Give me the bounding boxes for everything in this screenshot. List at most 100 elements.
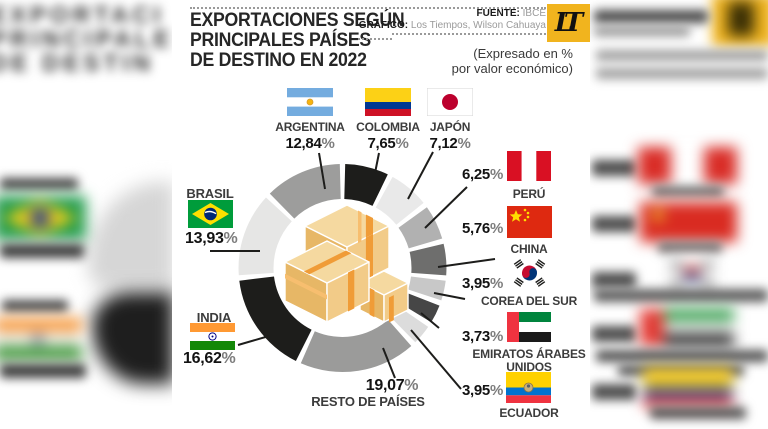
bg-blurred-text — [594, 289, 768, 302]
flag-india — [190, 323, 235, 350]
label-emiratos-line1: EMIRATOS ÁRABES — [472, 347, 586, 361]
percent-emiratos: 3,73% — [461, 328, 503, 345]
credit-label: GRÁFICO: — [358, 20, 409, 31]
title-line-2: PRINCIPALES PAÍSES — [190, 30, 371, 51]
bg-flag-ecuador-blurred — [643, 368, 733, 407]
label-colombia: COLOMBIA — [356, 120, 420, 134]
bg-blurred-percent — [592, 272, 636, 288]
credit-value: Los Tiempos, Wilson Cahuaya — [410, 20, 546, 31]
percent-china: 5,76% — [461, 220, 503, 237]
note-line-1: (Expresado en % — [473, 46, 573, 61]
flag-argentina — [287, 88, 333, 116]
dotted-rule-stub — [358, 38, 392, 40]
source-value: IBCE — [522, 8, 546, 19]
donut-slice-ecuador — [390, 307, 429, 343]
leader-line-corea — [433, 292, 466, 300]
donut-slice-jap-n — [375, 176, 424, 225]
label-brasil: BRASIL — [186, 186, 234, 201]
title-line-1: EXPORTACIONES SEGÚN — [190, 10, 405, 31]
flag-brazil — [188, 200, 233, 228]
dotted-rule-mid — [392, 33, 546, 35]
donut-slice-resto-de-pa-ses — [300, 319, 412, 373]
source-line: FUENTE: IBCE — [359, 8, 546, 20]
percent-sign: % — [404, 377, 419, 394]
bg-blurred-text — [594, 27, 690, 36]
leader-line-peru — [424, 186, 468, 229]
percent-sign: % — [489, 166, 503, 183]
bg-blurred-text — [652, 186, 724, 197]
page-title: EXPORTACIONES SEGÚN PRINCIPALES PAÍSES D… — [190, 10, 405, 71]
bg-blurred-text — [0, 178, 78, 190]
label-ecuador: ECUADOR — [499, 406, 559, 420]
percent-resto: 19,07% — [365, 377, 419, 394]
bg-blurred-percent — [592, 216, 636, 232]
credit-line: GRÁFICO: Los Tiempos, Wilson Cahuaya — [359, 20, 546, 32]
leader-line-japon — [407, 151, 434, 200]
bg-blurred-text — [594, 10, 708, 23]
percent-sign: % — [321, 135, 335, 152]
donut-slice-argentina — [269, 164, 341, 219]
donut-slice-china — [409, 243, 447, 276]
percent-sign: % — [395, 135, 409, 152]
percent-japon: 7,12% — [429, 135, 471, 152]
donut-slice-colombia — [344, 164, 388, 206]
leader-line-china — [437, 258, 496, 268]
percent-corea: 3,95% — [461, 275, 503, 292]
bg-flag-china-blurred — [640, 202, 737, 242]
leader-line-resto — [382, 347, 396, 379]
label-japon: JAPÓN — [429, 120, 471, 134]
newspaper-logo: LT — [547, 4, 590, 42]
percent-sign: % — [221, 350, 236, 367]
label-china: CHINA — [510, 242, 548, 256]
bg-flag-india-blurred — [0, 318, 82, 360]
percent-sign: % — [489, 275, 503, 292]
label-india: INDIA — [196, 310, 232, 325]
percent-sign: % — [489, 220, 503, 237]
bg-flag-peru-blurred — [638, 147, 737, 184]
dotted-rule-top — [190, 7, 546, 9]
flag-uae — [507, 312, 551, 342]
bg-blurred-logo-ink — [728, 2, 754, 36]
source-label: FUENTE: — [476, 8, 520, 19]
flag-china — [507, 206, 552, 238]
flag-peru — [507, 151, 551, 181]
percent-colombia: 7,65% — [367, 135, 409, 152]
flag-ecuador — [506, 372, 551, 403]
percent-argentina: 12,84% — [285, 135, 335, 152]
bg-flag-brazil-blurred — [0, 196, 86, 240]
bg-blurred-percent — [592, 160, 636, 176]
leader-line-emiratos — [420, 312, 440, 329]
chart-note: (Expresado en % por valor económico) — [452, 46, 573, 76]
percent-india: 16,62% — [183, 350, 236, 367]
percent-sign: % — [489, 328, 503, 345]
credits-block: FUENTE: IBCE GRÁFICO: Los Tiempos, Wilso… — [359, 8, 546, 32]
title-line-3: DE DESTINO EN 2022 — [190, 50, 367, 71]
donut-slice-india — [239, 276, 312, 361]
bg-blurred-text — [0, 364, 86, 378]
percent-sign: % — [457, 135, 471, 152]
bg-blurred-text — [596, 68, 768, 79]
leader-line-colombia — [374, 152, 380, 174]
label-corea-del-sur: COREA DEL SUR — [480, 294, 578, 308]
flag-japan — [427, 88, 473, 116]
leader-lines — [210, 151, 496, 390]
percent-peru: 6,25% — [461, 166, 503, 183]
bg-blurred-percent — [592, 384, 636, 400]
leader-line-ecuador — [410, 329, 462, 390]
leader-line-argentina — [318, 152, 326, 190]
label-argentina: ARGENTINA — [275, 120, 345, 134]
bg-blurred-percent — [592, 326, 636, 342]
label-resto-de-paises: RESTO DE PAÍSES — [311, 394, 425, 409]
label-peru: PERÚ — [512, 187, 546, 201]
percent-sign: % — [489, 382, 503, 399]
bg-blurred-text — [596, 350, 768, 362]
bg-flag-korea-blurred — [668, 258, 716, 291]
bg-blurred-text — [650, 407, 746, 419]
leader-line-india — [237, 335, 270, 346]
percent-sign: % — [223, 230, 238, 247]
bg-blurred-text — [0, 244, 84, 258]
label-emiratos-line2: UNIDOS — [506, 360, 552, 374]
bg-flag-uae-blurred — [640, 309, 734, 346]
